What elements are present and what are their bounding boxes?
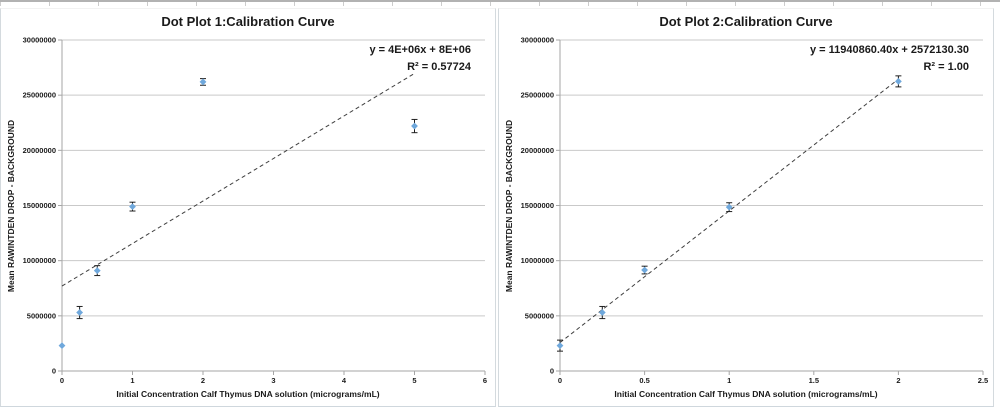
x-tick-label: 5 bbox=[412, 376, 416, 385]
data-point-marker bbox=[411, 122, 418, 130]
y-tick-label: 25000000 bbox=[521, 91, 554, 100]
y-tick-label: 20000000 bbox=[23, 146, 56, 155]
trendline-r-squared: R² = 1.00 bbox=[923, 61, 969, 73]
y-tick-label: 0 bbox=[52, 367, 56, 376]
x-tick-label: 0.5 bbox=[639, 376, 649, 385]
data-point-marker bbox=[641, 266, 648, 274]
x-axis-title: Initial Concentration Calf Thymus DNA so… bbox=[116, 389, 379, 399]
chart-panel-2[interactable]: 0 5000000 10000000 15000000 20000000 25000000… bbox=[498, 8, 994, 407]
y-tick-label: 25000000 bbox=[23, 91, 56, 100]
data-point-marker bbox=[93, 267, 101, 274]
y-axis-title: Mean RAWINTDEN DROP - BACKGROUND bbox=[504, 120, 514, 292]
data-point-marker bbox=[76, 309, 84, 316]
x-tick-label: 1 bbox=[130, 376, 134, 385]
x-tick-label: 0 bbox=[558, 376, 562, 385]
chart-panel-1[interactable]: 0 5000000 10000000 15000000 20000000 25000000… bbox=[0, 8, 496, 407]
x-tick-label: 2 bbox=[201, 376, 205, 385]
y-tick-label: 0 bbox=[550, 367, 554, 376]
y-tick-label: 30000000 bbox=[521, 36, 554, 45]
x-tick-label: 2.5 bbox=[978, 376, 988, 385]
y-tick-label: 10000000 bbox=[521, 256, 554, 265]
x-tick-label: 0 bbox=[60, 376, 64, 385]
data-point-marker bbox=[895, 77, 902, 85]
data-point-marker bbox=[129, 203, 136, 211]
y-tick-label: 10000000 bbox=[23, 256, 56, 265]
x-tick-label: 1.5 bbox=[809, 376, 819, 385]
data-point-marker bbox=[725, 203, 733, 211]
y-tick-label: 30000000 bbox=[23, 36, 56, 45]
trendline-r-squared: R² = 0.57724 bbox=[407, 61, 472, 73]
y-tick-label: 5000000 bbox=[525, 311, 554, 320]
chart-title: Dot Plot 1:Calibration Curve bbox=[161, 14, 334, 29]
x-axis-title: Initial Concentration Calf Thymus DNA so… bbox=[614, 389, 877, 399]
x-tick-label: 6 bbox=[483, 376, 487, 385]
data-point-marker bbox=[199, 78, 207, 86]
chart-title: Dot Plot 2:Calibration Curve bbox=[659, 14, 832, 29]
y-tick-label: 5000000 bbox=[27, 311, 56, 320]
x-tick-label: 1 bbox=[727, 376, 731, 385]
data-point-marker bbox=[58, 342, 66, 350]
trendline bbox=[61, 73, 415, 287]
spreadsheet-row-edge bbox=[0, 0, 1000, 8]
x-tick-label: 4 bbox=[342, 376, 347, 385]
trendline-equation: y = 11940860.40x + 2572130.30 bbox=[810, 44, 969, 56]
charts-row: 0 5000000 10000000 15000000 20000000 25000000… bbox=[0, 8, 1000, 407]
x-tick-label: 3 bbox=[271, 376, 275, 385]
data-point-marker bbox=[556, 342, 564, 350]
trendline bbox=[559, 78, 899, 344]
y-axis-title: Mean RAWINTDEN DROP - BACKGROUND bbox=[6, 120, 16, 292]
y-tick-label: 15000000 bbox=[23, 201, 56, 210]
y-tick-label: 20000000 bbox=[521, 146, 554, 155]
calibration-chart-1: 0 5000000 10000000 15000000 20000000 25000000… bbox=[6, 14, 487, 399]
y-tick-label: 15000000 bbox=[521, 201, 554, 210]
data-point-marker bbox=[598, 309, 606, 316]
x-tick-label: 2 bbox=[896, 376, 900, 385]
calibration-chart-2: 0 5000000 10000000 15000000 20000000 25000000… bbox=[504, 14, 988, 399]
trendline-equation: y = 4E+06x + 8E+06 bbox=[369, 44, 471, 56]
